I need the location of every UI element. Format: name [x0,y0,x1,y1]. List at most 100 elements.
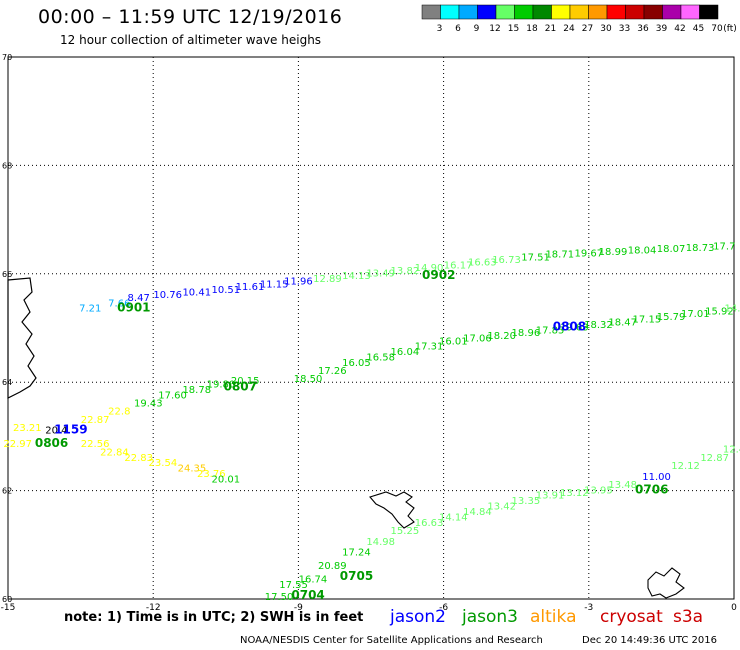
track-time-label: 1159 [54,423,87,437]
wave-height-value: 17.15 [633,315,662,326]
wave-height-value: 18.20 [487,331,516,342]
colorbar-swatch [477,4,497,20]
wave-height-value: 23.76 [197,469,226,480]
wave-height-value: 18.99 [599,247,628,258]
wave-height-value: 18.04 [628,246,657,257]
wave-height-value: 15.79 [657,312,686,323]
wave-height-value: 17.06 [463,334,492,345]
colorbar-unit: (ft) [723,24,737,34]
colorbar-swatch [421,4,441,20]
wave-height-value: 20.15 [231,376,260,387]
legend-altika: altika [530,607,577,627]
wave-height-value: 16.01 [439,336,468,347]
wave-height-value: 14.13 [342,271,371,282]
wave-height-value: 12.4 [723,445,740,456]
wave-height-value: 14.14 [439,512,468,523]
wave-height-value: 14.93 [725,304,740,315]
wave-height-value: 18.73 [686,243,715,254]
iceland-coastline [7,277,37,399]
wave-height-value: 19.63 [560,323,589,334]
wave-height-value: 13.49 [366,269,395,280]
wave-height-value: 12.89 [313,274,342,285]
wave-height-value: 22.8 [108,407,130,418]
x-tick-label: 0 [731,603,737,613]
wave-height-value: 22.87 [81,415,110,426]
wave-height-value: 22.56 [81,439,110,450]
wave-height-value: 7.66 [108,298,130,309]
wave-height-value: 18.96 [512,328,541,339]
track-time-label: 0806 [35,436,68,450]
y-tick-label: 60 [2,595,12,604]
colorbar-swatch [440,4,460,20]
colorbar-tick-label: 12 [489,24,500,34]
wave-height-value: 13.82 [391,266,420,277]
track-time-label: 0705 [340,569,373,583]
wave-height-value: 23.54 [149,458,178,469]
legend-cryosat: cryosat [600,607,663,627]
colorbar-swatch [699,4,719,20]
x-tick-label: -15 [1,603,16,613]
colorbar-tick-label: 18 [526,24,538,34]
colorbar-tick-label: 39 [656,24,668,34]
wave-height-value: 14.90 [415,263,444,274]
wave-height-value: 17.51 [521,252,550,263]
y-tick-label: 62 [2,487,12,496]
wave-height-value: 19.80 [207,380,236,391]
colorbar-swatch [588,4,608,20]
wave-height-value: 22.97 [3,439,32,450]
wave-height-value: 14.84 [463,507,492,518]
wave-height-value: 18.47 [608,317,637,328]
wave-height-value: 14.98 [366,537,395,548]
wave-height-value: 17.01 [681,309,710,320]
colorbar-swatch [680,4,700,20]
wave-height-value: 16.58 [366,353,395,364]
grid [8,57,734,599]
colorbar-tick-label: 6 [455,24,461,34]
wave-height-value: 13.48 [608,480,637,491]
wave-height-value: 16.73 [492,255,521,266]
colorbar-tick-label: 30 [600,24,612,34]
y-tick-label: 66 [2,270,12,279]
colorbar-swatch [514,4,534,20]
wave-height-value: 24.35 [178,464,207,475]
wave-height-value: 7.21 [79,304,101,315]
colorbar-tick-label: 45 [693,24,704,34]
wave-height-value: 22.84 [100,447,129,458]
wave-height-value: 16.63 [415,518,444,529]
wave-height-value: 17.55 [279,580,308,591]
wave-height-value: 12.87 [700,453,729,464]
shetland-islands [647,567,685,599]
wave-height-value: 12.12 [671,461,700,472]
legend-jason3: jason3 [462,607,518,627]
colorbar-tick-label: 9 [474,24,480,34]
legend-s3a: s3a [673,607,704,627]
y-tick-label: 70 [2,53,12,62]
colorbar-swatch [606,4,626,20]
colorbar-swatch [551,4,571,20]
colorbar-swatch [662,4,682,20]
wave-height-value: 20.89 [318,561,347,572]
wave-height-value: 17.26 [318,366,347,377]
wave-height-value: 23.21 [13,423,42,434]
colorbar-tick-label: 15 [508,24,519,34]
colorbar-tick-label: 3 [437,24,443,34]
wave-height-value: 10.76 [153,290,182,301]
wave-height-value: 10.41 [182,287,211,298]
wave-height-value: 16.63 [468,258,497,269]
colorbar-tick-label: 33 [619,24,630,34]
colorbar-swatch [458,4,478,20]
track-time-label: 0706 [635,482,668,496]
wave-height-value: 16.04 [391,347,420,358]
wave-height-value: 17.60 [158,390,187,401]
wave-height-value: 18.32 [584,320,613,331]
colorbar-swatch [569,4,589,20]
wave-height-value: 19.67 [574,248,603,259]
colorbar-tick-label: 24 [563,24,575,34]
wave-height-value: 17.7 [713,241,735,252]
track-time-label: 0807 [224,379,257,393]
wave-height-value: 11.96 [284,277,313,288]
wave-height-value: 20.4 [45,426,67,437]
wave-height-value: 17.24 [342,548,371,559]
x-tick-label: -6 [439,603,448,613]
